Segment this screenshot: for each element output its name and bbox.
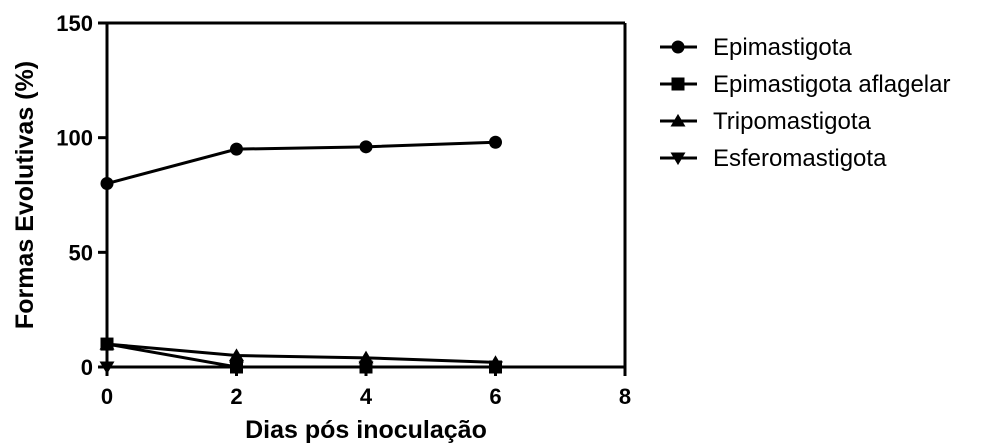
legend-label: Epimastigota aflagelar — [713, 71, 950, 98]
y-tick-label: 50 — [69, 240, 93, 265]
x-tick-label: 8 — [619, 384, 631, 409]
x-tick-label: 4 — [360, 384, 373, 409]
legend-marker-triangle-down — [670, 152, 686, 166]
legend-marker-circle — [671, 40, 685, 54]
x-tick-label: 2 — [230, 384, 242, 409]
data-point-triangle-up — [358, 350, 374, 364]
y-tick-label: 100 — [56, 126, 93, 151]
legend-marker-square — [671, 77, 685, 91]
legend-item: Tripomastigota — [660, 108, 871, 135]
series-line — [106, 342, 496, 364]
legend-item: Epimastigota — [660, 34, 852, 61]
ticks-layer: 0 2 4 6 8 0 50 100 150 — [56, 11, 631, 409]
x-tick-label: 0 — [101, 384, 113, 409]
axes-layer — [105, 21, 627, 369]
y-tick-label: 150 — [56, 11, 93, 36]
x-tick-label: 6 — [489, 384, 501, 409]
series-line — [106, 140, 496, 185]
legend-item: Epimastigota aflagelar — [660, 71, 950, 98]
legend-label: Esferomastigota — [713, 145, 887, 172]
y-tick-label: 0 — [81, 355, 93, 380]
data-point-circle — [359, 140, 373, 154]
legend-item: Esferomastigota — [660, 145, 887, 172]
data-point-circle — [230, 142, 243, 156]
legend-label: Tripomastigota — [713, 108, 871, 135]
y-axis-title: Formas Evolutivas (%) — [11, 61, 39, 329]
legend-label: Epimastigota — [713, 34, 852, 61]
data-point-circle — [489, 135, 502, 149]
legend: Epimastigota Epimastigota aflagelar Tripom… — [660, 34, 950, 172]
series-layer — [99, 135, 503, 375]
series-1 — [100, 135, 502, 191]
data-point-triangle-up — [229, 348, 244, 362]
x-axis-title: Dias pós inoculação — [245, 416, 487, 444]
legend-marker-triangle-up — [670, 113, 686, 127]
